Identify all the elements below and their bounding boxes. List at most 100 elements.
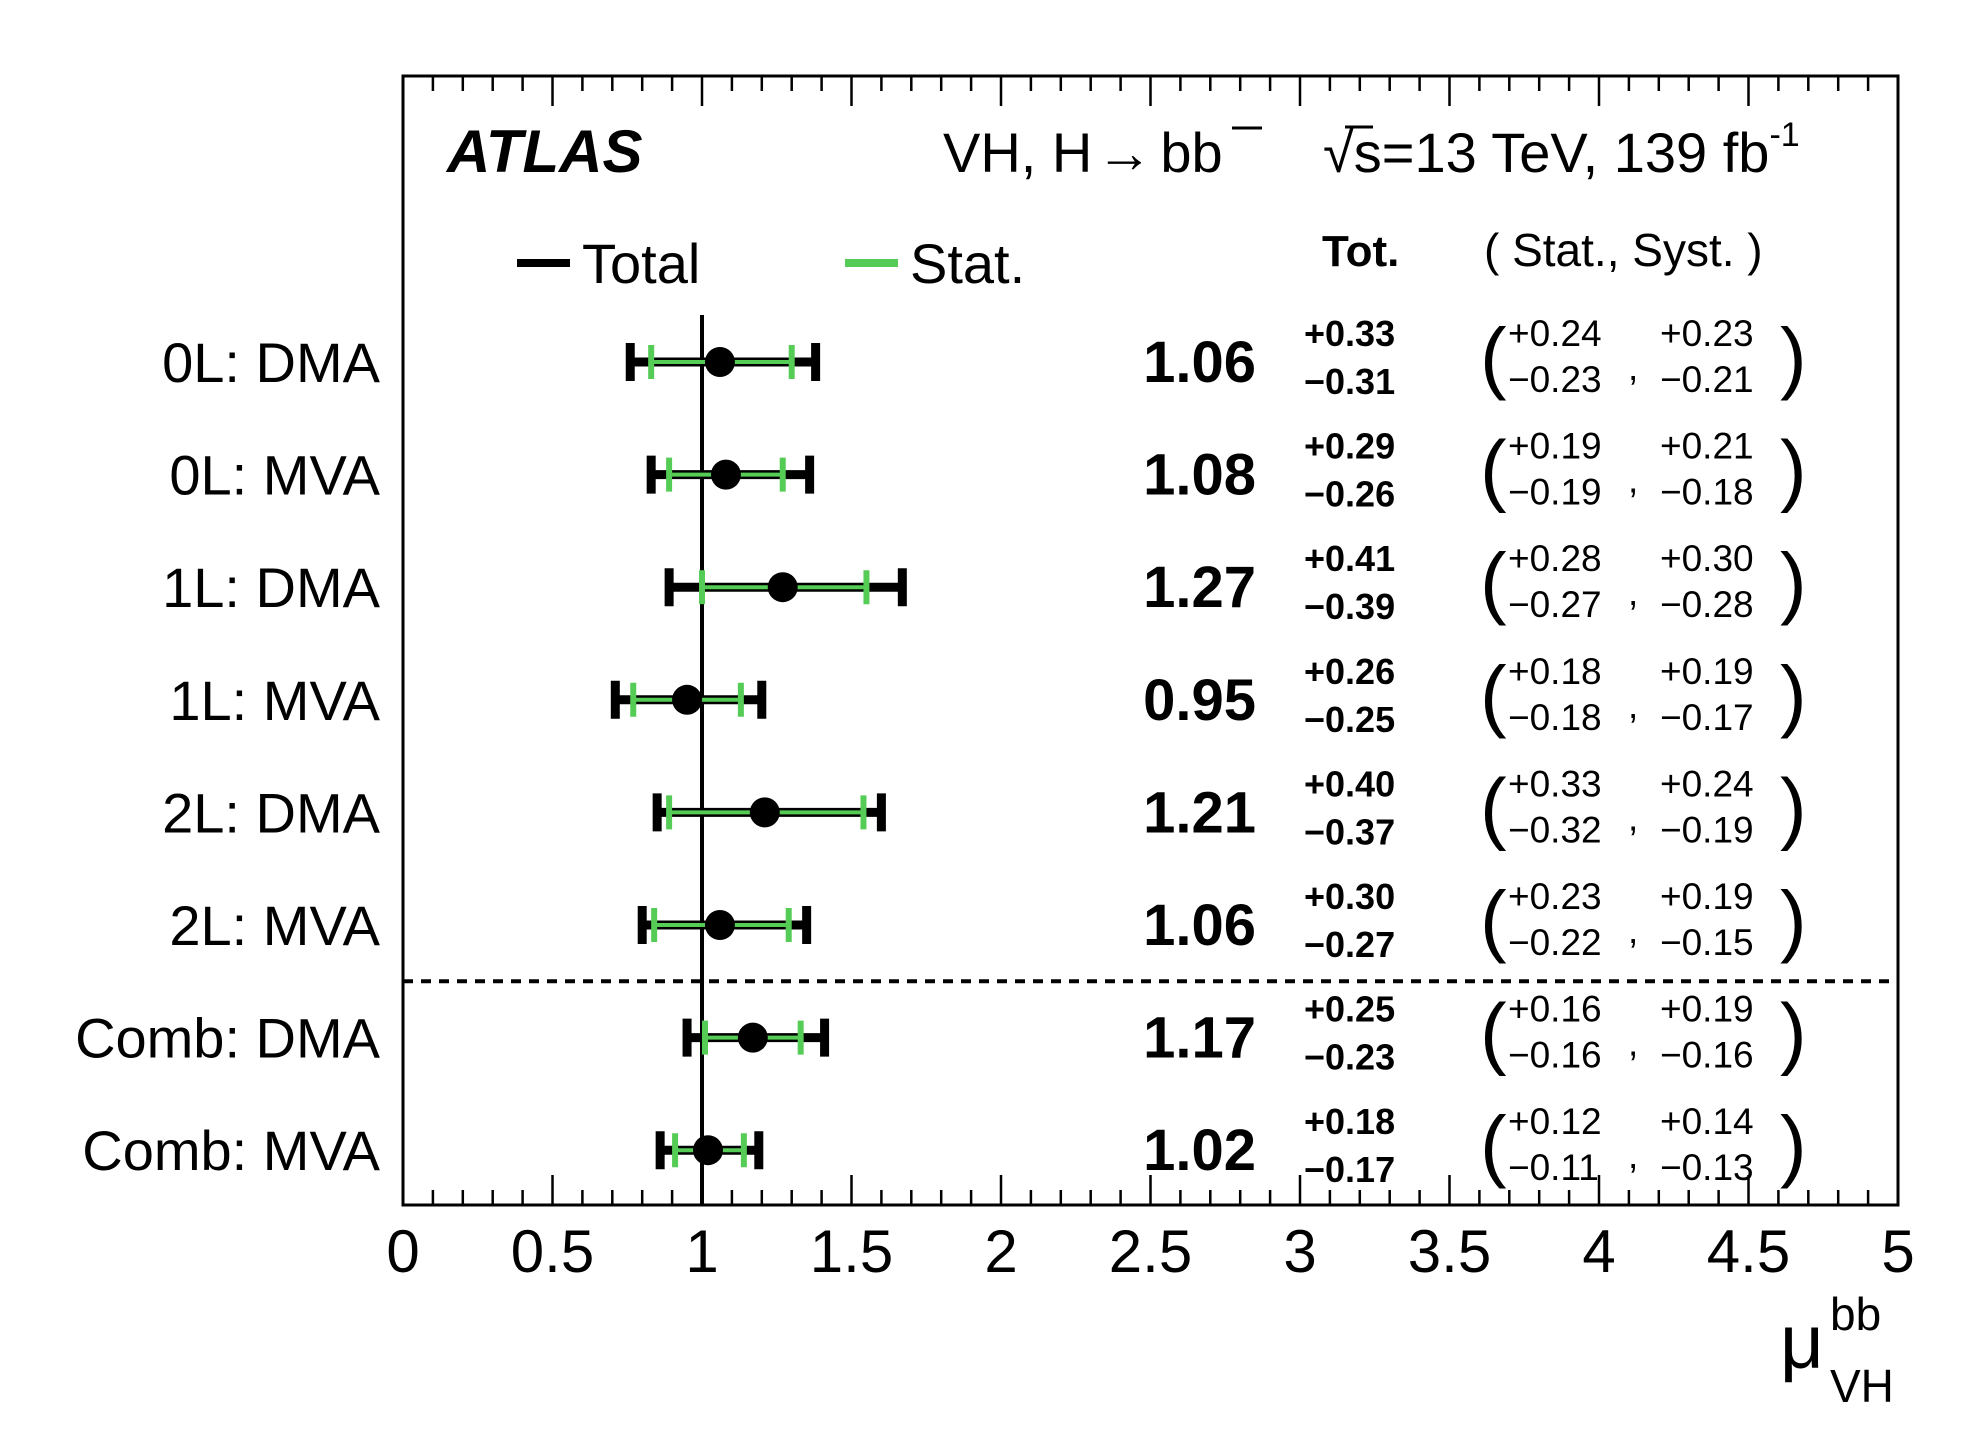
row-label: Comb: MVA (82, 1119, 380, 1182)
row-tot-up: +0.29 (1304, 426, 1395, 467)
row-value: 0.95 (1143, 668, 1256, 733)
x-tick-label: 3 (1283, 1218, 1316, 1285)
row-tot-up: +0.40 (1304, 763, 1395, 804)
row-tot-up: +0.30 (1304, 876, 1395, 917)
row-syst-down: −0.28 (1660, 584, 1754, 625)
row-syst-up: +0.30 (1660, 538, 1754, 579)
row-tot-down: −0.39 (1304, 586, 1395, 627)
row-paren-close: ) (1780, 312, 1807, 401)
row-syst-down: −0.17 (1660, 697, 1754, 738)
row-comma: , (1628, 1023, 1638, 1064)
x-axis-sup: bb (1830, 1288, 1881, 1340)
row-tot-up: +0.18 (1304, 1101, 1395, 1142)
result-row: 0L: MVA 1.08 +0.29 −0.26 (+0.19 −0.19 , +0.21 −0… (169, 425, 1806, 515)
row-comma: , (1628, 797, 1638, 838)
result-row: 1L: MVA 0.95 +0.26 −0.25 (+0.18 −0.18 , +0.19 −0… (169, 650, 1806, 740)
row-value: 1.21 (1143, 780, 1256, 845)
row-stat-up: +0.12 (1508, 1101, 1602, 1142)
row-tot-up: +0.25 (1304, 989, 1395, 1030)
row-value: 1.08 (1143, 443, 1256, 508)
row-syst-down: −0.16 (1660, 1035, 1754, 1076)
x-tick-label: 1 (685, 1218, 718, 1285)
row-value: 1.17 (1143, 1006, 1256, 1071)
row-stat-up: +0.28 (1508, 538, 1602, 579)
row-stat-up: +0.24 (1508, 313, 1602, 354)
x-tick-label: 0.5 (511, 1218, 594, 1285)
row-value: 1.06 (1143, 330, 1256, 395)
legend-stat-label: Stat. (910, 232, 1025, 295)
central-value-marker (692, 1135, 723, 1166)
row-paren-open: ( (1480, 650, 1507, 739)
row-comma: , (1628, 347, 1638, 388)
row-value: 1.06 (1143, 893, 1256, 958)
row-label: 0L: DMA (162, 331, 380, 394)
row-paren-open: ( (1480, 762, 1507, 851)
row-paren-close: ) (1780, 537, 1807, 626)
central-value-marker (737, 1022, 768, 1053)
x-tick-label: 2.5 (1109, 1218, 1192, 1285)
row-paren-open: ( (1480, 312, 1507, 401)
central-value-marker (704, 910, 735, 940)
result-row: Comb: DMA 1.17 +0.25 −0.23 (+0.16 −0.16 , +0.19… (75, 988, 1807, 1078)
row-tot-down: −0.31 (1304, 361, 1395, 402)
row-stat-down: −0.16 (1508, 1035, 1602, 1076)
energy-label: √s=13 TeV, 139 fb-1 (1323, 116, 1800, 184)
row-label: 0L: MVA (169, 444, 380, 507)
row-label: Comb: DMA (75, 1007, 381, 1070)
row-tot-down: −0.23 (1304, 1037, 1395, 1078)
row-value: 1.27 (1143, 555, 1256, 620)
col-header-tot: Tot. (1322, 227, 1399, 276)
row-syst-up: +0.21 (1660, 426, 1754, 467)
row-syst-down: −0.21 (1660, 359, 1754, 400)
row-paren-close: ) (1780, 425, 1807, 514)
row-syst-down: −0.18 (1660, 472, 1754, 513)
row-stat-down: −0.19 (1508, 472, 1602, 513)
process-label: VH, H→ bb (943, 121, 1223, 184)
row-label: 1L: MVA (169, 669, 380, 732)
row-label: 2L: MVA (169, 894, 380, 957)
central-value-marker (767, 572, 798, 603)
legend-total-label: Total (582, 232, 700, 295)
row-comma: , (1628, 460, 1638, 501)
row-label: 2L: DMA (162, 781, 380, 844)
row-stat-up: +0.23 (1508, 876, 1602, 917)
row-syst-up: +0.23 (1660, 313, 1754, 354)
row-syst-up: +0.19 (1660, 876, 1754, 917)
row-tot-up: +0.41 (1304, 538, 1395, 579)
row-syst-down: −0.15 (1660, 922, 1754, 963)
x-tick-label: 0 (386, 1218, 419, 1285)
central-value-marker (749, 797, 780, 828)
row-paren-close: ) (1780, 875, 1807, 964)
row-paren-close: ) (1780, 1100, 1807, 1189)
row-syst-up: +0.19 (1660, 651, 1754, 692)
x-tick-label: 4.5 (1707, 1218, 1790, 1285)
result-row: 2L: MVA 1.06 +0.30 −0.27 (+0.23 −0.22 , +0.19 −0… (169, 875, 1806, 965)
row-paren-open: ( (1480, 875, 1507, 964)
row-stat-up: +0.16 (1508, 989, 1602, 1030)
row-comma: , (1628, 910, 1638, 951)
result-row: Comb: MVA 1.02 +0.18 −0.17 (+0.12 −0.11 , +0.14… (82, 1100, 1806, 1190)
row-syst-up: +0.14 (1660, 1101, 1754, 1142)
row-label: 1L: DMA (162, 556, 380, 619)
result-row: 1L: DMA 1.27 +0.41 −0.39 (+0.28 −0.27 , +0.30 −0… (162, 537, 1807, 627)
rows-layer: 0L: DMA 1.06 +0.33−0.31(+0.24−0.23 ,+0.23−0… (75, 312, 1807, 1190)
row-stat-down: −0.22 (1508, 922, 1602, 963)
row-tot-up: +0.26 (1304, 651, 1395, 692)
row-paren-open: ( (1480, 988, 1507, 1077)
row-syst-down: −0.19 (1660, 809, 1754, 850)
row-paren-open: ( (1480, 537, 1507, 626)
row-paren-close: ) (1780, 650, 1807, 739)
x-tick-label: 4 (1582, 1218, 1615, 1285)
row-tot-down: −0.27 (1304, 924, 1395, 965)
central-value-marker (710, 459, 741, 490)
central-value-marker (704, 347, 735, 377)
x-tick-label: 1.5 (810, 1218, 893, 1285)
x-axis-symbol: μ (1780, 1300, 1824, 1385)
row-tot-down: −0.26 (1304, 474, 1395, 515)
row-syst-up: +0.19 (1660, 989, 1754, 1030)
central-value-marker (672, 684, 703, 715)
row-tot-up: +0.33 (1304, 313, 1395, 354)
row-comma: , (1628, 572, 1638, 613)
